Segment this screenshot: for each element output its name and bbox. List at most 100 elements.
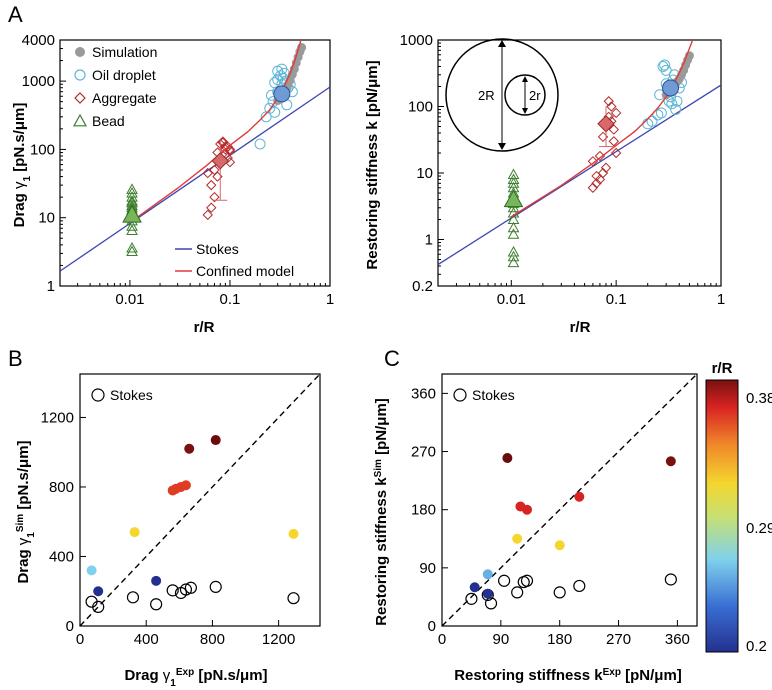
- stokes-point: [166, 584, 179, 597]
- aggregate-point: [610, 147, 622, 159]
- confined-model-point: [184, 443, 195, 454]
- confined-model-point: [288, 528, 299, 539]
- bead-mean-marker: [122, 204, 142, 223]
- stokes-point: [209, 580, 222, 593]
- aggregate-point: [587, 156, 599, 167]
- y-tick-label: 100: [408, 99, 433, 116]
- confined-model-point: [665, 456, 676, 467]
- stokes-point: [553, 586, 566, 599]
- panel-a-stiffness-plot: 0.01 0.1 1 0.2 1 10 100 1000: [400, 32, 726, 308]
- panel-label-a: A: [8, 2, 23, 27]
- legend-oil-droplet-swatch: [74, 69, 86, 81]
- legend-stokes-label: Stokes: [110, 387, 153, 403]
- confined-model-point: [86, 565, 97, 576]
- aggregate-mean-marker: [211, 152, 229, 170]
- confined-model-line: [510, 40, 694, 218]
- legend-aggregate-label: Aggregate: [92, 90, 157, 106]
- confined-model-line: [129, 40, 302, 224]
- colorbar: r/R 0.38 0.29 0.2: [705, 360, 772, 655]
- x-tick-label: 90: [493, 631, 510, 648]
- x-tick-label: 360: [665, 631, 690, 648]
- identity-line: [441, 373, 698, 627]
- plot-area: [438, 40, 721, 268]
- x-tick-label: 0: [438, 631, 446, 648]
- colorbar-label: r/R: [712, 360, 733, 377]
- y-tick-label: 1: [47, 278, 55, 295]
- aggregate-mean-marker: [597, 115, 615, 133]
- y-tick-label: 1200: [41, 409, 74, 426]
- panel-a-right-xlabel: r/R: [570, 319, 591, 336]
- y-tick-label: 1: [425, 232, 433, 249]
- stokes-point: [573, 579, 586, 593]
- oil-droplet-point: [670, 104, 682, 116]
- oil-droplet-point: [276, 63, 288, 75]
- panel-label-b: B: [8, 346, 23, 371]
- x-tick-label: 400: [134, 631, 159, 648]
- x-tick-label: 0.01: [497, 291, 526, 308]
- y-tick-label: 0: [428, 618, 436, 635]
- inset-label-2R: 2R: [478, 88, 495, 103]
- aggregate-point: [224, 145, 236, 157]
- aggregate-point: [209, 191, 220, 203]
- confined-model-point: [482, 588, 493, 599]
- legend-stokes-swatch: [453, 388, 467, 402]
- oil-droplet-mean-marker: [273, 85, 291, 103]
- oil-droplet-point: [646, 115, 658, 127]
- y-tick-label: 360: [411, 385, 436, 402]
- plot-area: [60, 40, 330, 272]
- aggregate-point: [591, 178, 602, 189]
- panel-a-left-xlabel: r/R: [194, 319, 215, 336]
- confined-model-point: [210, 435, 221, 446]
- aggregate-point: [591, 170, 602, 182]
- x-tick-label: 800: [200, 631, 225, 648]
- aggregate-point: [608, 124, 620, 135]
- y-tick-label: 90: [419, 560, 436, 577]
- bead-point: [126, 186, 138, 198]
- aggregate-point: [603, 96, 614, 107]
- aggregate-point: [594, 150, 606, 162]
- stokes-line: [438, 84, 721, 266]
- stokes-point: [484, 597, 498, 610]
- bead-point: [507, 207, 520, 218]
- x-tick-label: 0.01: [115, 291, 144, 308]
- bead-point: [126, 245, 138, 257]
- bead-point: [126, 183, 138, 194]
- y-tick-label: 10: [38, 210, 55, 227]
- oil-droplet-point: [659, 59, 671, 71]
- oil-droplet-point: [655, 107, 667, 119]
- stokes-point: [184, 581, 197, 594]
- panel-a-right-ylabel: Restoring stiffness k [pN/μm]: [364, 60, 381, 269]
- aggregate-point: [222, 152, 233, 164]
- confined-model-point: [574, 491, 585, 502]
- panel-b-ylabel: Drag γ1Sim [pN.s/μm]: [15, 440, 37, 583]
- colorbar-tick-0: 0.38: [746, 390, 772, 407]
- bead-point: [126, 220, 138, 231]
- stokes-point: [92, 600, 105, 613]
- aggregate-point: [202, 167, 213, 179]
- confined-model-point: [522, 504, 532, 515]
- panel-a-left-ylabel: Drag γ1 [pN.s/μm]: [11, 103, 33, 228]
- confined-model-point: [502, 453, 513, 463]
- stokes-line: [60, 86, 330, 272]
- bead-mean-marker: [503, 189, 524, 208]
- bead-point: [507, 213, 520, 224]
- y-tick-label: 400: [49, 548, 74, 565]
- y-tick-label: 0: [66, 618, 74, 635]
- inset-label-2r: 2r: [529, 88, 541, 103]
- bead-point: [507, 256, 520, 268]
- plot-frame: [59, 39, 331, 287]
- y-tick-label: 0.2: [412, 278, 433, 295]
- bead-point: [126, 241, 138, 253]
- stokes-point: [520, 574, 534, 587]
- oil-droplet-point: [269, 106, 281, 118]
- x-tick-label: 1: [717, 291, 725, 308]
- aggregate-point: [610, 107, 622, 119]
- aggregate-point: [600, 162, 612, 173]
- oil-droplet-point: [660, 64, 672, 76]
- confined-model-point: [93, 586, 104, 597]
- panel-c-xlabel: Restoring stiffness kExp [pN/μm]: [454, 667, 682, 685]
- legend-simulation-label: Simulation: [92, 44, 157, 60]
- y-tick-label: 10: [416, 165, 433, 182]
- geometry-inset: 2R 2r: [445, 38, 559, 152]
